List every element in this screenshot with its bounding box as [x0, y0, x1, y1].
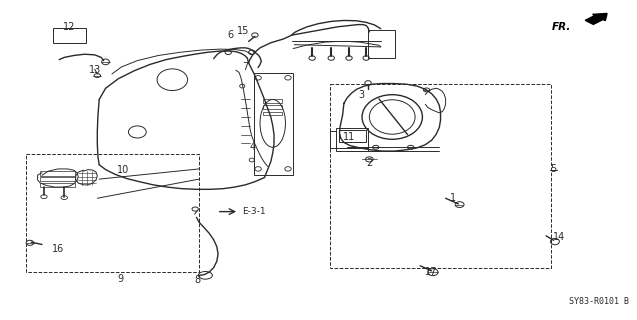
- Bar: [40, 171, 75, 176]
- Text: 2: 2: [366, 158, 373, 168]
- Text: E-3-1: E-3-1: [242, 207, 266, 216]
- Bar: [40, 183, 75, 187]
- Text: 3: 3: [359, 90, 365, 100]
- Bar: [339, 130, 366, 142]
- Bar: [40, 177, 75, 181]
- Bar: [336, 127, 368, 151]
- Text: 5: 5: [550, 164, 557, 174]
- Text: 15: 15: [238, 26, 250, 36]
- Text: 13: 13: [89, 65, 101, 75]
- Bar: [262, 112, 282, 116]
- Text: 10: 10: [117, 164, 129, 174]
- Text: 17: 17: [426, 267, 438, 277]
- Bar: [254, 73, 293, 175]
- Text: 16: 16: [52, 244, 64, 253]
- Bar: [330, 84, 551, 268]
- Bar: [262, 105, 282, 109]
- Text: 1: 1: [450, 193, 456, 203]
- Text: SY83-R0101 B: SY83-R0101 B: [569, 297, 629, 306]
- Text: 12: 12: [63, 22, 76, 32]
- Text: 4: 4: [249, 142, 255, 152]
- Text: 6: 6: [227, 30, 234, 40]
- Text: 11: 11: [343, 132, 355, 142]
- Text: 14: 14: [553, 232, 565, 242]
- Bar: [53, 28, 86, 43]
- Bar: [26, 154, 199, 271]
- Text: 9: 9: [117, 274, 123, 284]
- Bar: [368, 30, 395, 58]
- Text: 8: 8: [195, 276, 201, 285]
- Bar: [262, 99, 282, 103]
- Text: 7: 7: [242, 62, 248, 72]
- Text: FR.: FR.: [552, 22, 571, 32]
- FancyArrow shape: [585, 13, 607, 24]
